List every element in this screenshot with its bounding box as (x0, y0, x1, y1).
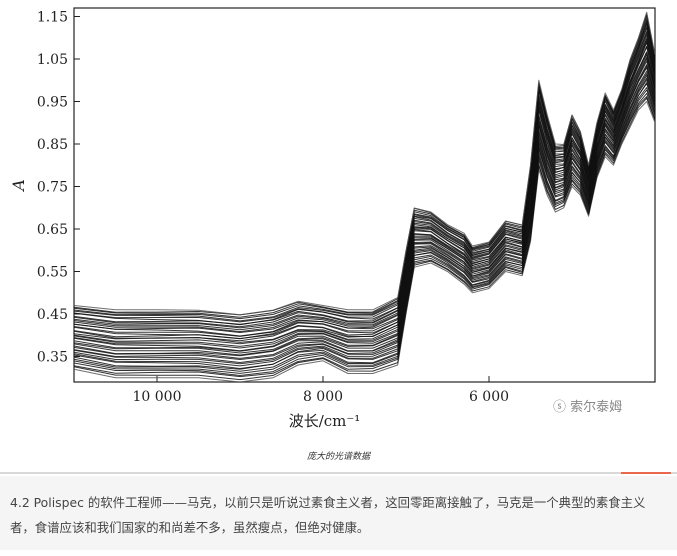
spectrum-line (74, 27, 655, 328)
spectrum-line (74, 46, 655, 342)
plot-frame (73, 7, 656, 383)
spectrum-line (74, 56, 655, 349)
chart-svg: 1.15 1.05 0.95 0.85 0.75 0.65 0.55 0.45 0.35 10 0… (9, 7, 656, 430)
spectrum-line (74, 82, 655, 369)
spectrum-line (74, 79, 655, 367)
x-tick-label: 6 000 (469, 389, 509, 405)
spectrum-line (74, 67, 655, 357)
y-tick-label: 0.55 (37, 265, 68, 281)
spectrum-line (74, 64, 655, 354)
spectrum-line (74, 75, 655, 363)
spectrum-line (74, 18, 655, 320)
y-tick-label: 1.15 (37, 10, 68, 26)
article-paragraph: 4.2 Polispec 的软件工程师——马克，以前只是听说过素食主义者，这回零… (0, 476, 677, 550)
y-tick-label: 0.35 (37, 350, 68, 366)
x-tick-label: 8 000 (303, 389, 343, 405)
spectra-chart: 1.15 1.05 0.95 0.85 0.75 0.65 0.55 0.45 0.35 10 0… (9, 7, 656, 430)
watermark-text: 索尔泰姆 (570, 400, 623, 415)
spectrum-line (74, 35, 655, 333)
y-tick-label: 1.05 (37, 52, 68, 68)
spectrum-line (74, 101, 655, 382)
spectrum-line (74, 22, 655, 323)
spectrum-line (74, 42, 655, 340)
spectrum-line (74, 96, 655, 378)
divider (0, 472, 677, 474)
y-tick-label: 0.85 (37, 137, 68, 153)
spectrum-line (74, 87, 655, 372)
spectrum-line (74, 52, 655, 345)
y-tick-label: 0.75 (37, 180, 68, 196)
watermark: ⓢ 索尔泰姆 (553, 396, 622, 415)
spectrum-line (74, 65, 655, 356)
spectrum-line (74, 11, 655, 316)
y-tick-label: 0.65 (37, 222, 68, 238)
spectrum-line (74, 89, 655, 374)
spectrum-line (74, 58, 655, 352)
x-tick-label: 10 000 (133, 389, 182, 405)
spectrum-line (74, 97, 655, 381)
spectrum-line (74, 77, 655, 365)
y-tick-label: 0.45 (37, 307, 68, 323)
spectrum-line (74, 73, 655, 360)
y-tick-label: 0.95 (37, 95, 68, 111)
y-axis-label: A (9, 179, 28, 193)
spectrum-line (74, 60, 655, 352)
figure-caption: 庞大的光谱数据 (306, 452, 370, 462)
x-axis-label: 波长/cm⁻¹ (289, 412, 361, 430)
spectrum-line (74, 32, 655, 331)
divider-accent (621, 472, 671, 474)
spectrum-line (74, 92, 655, 376)
spectrum-line (74, 54, 655, 347)
wechat-icon: ⓢ (553, 400, 567, 415)
